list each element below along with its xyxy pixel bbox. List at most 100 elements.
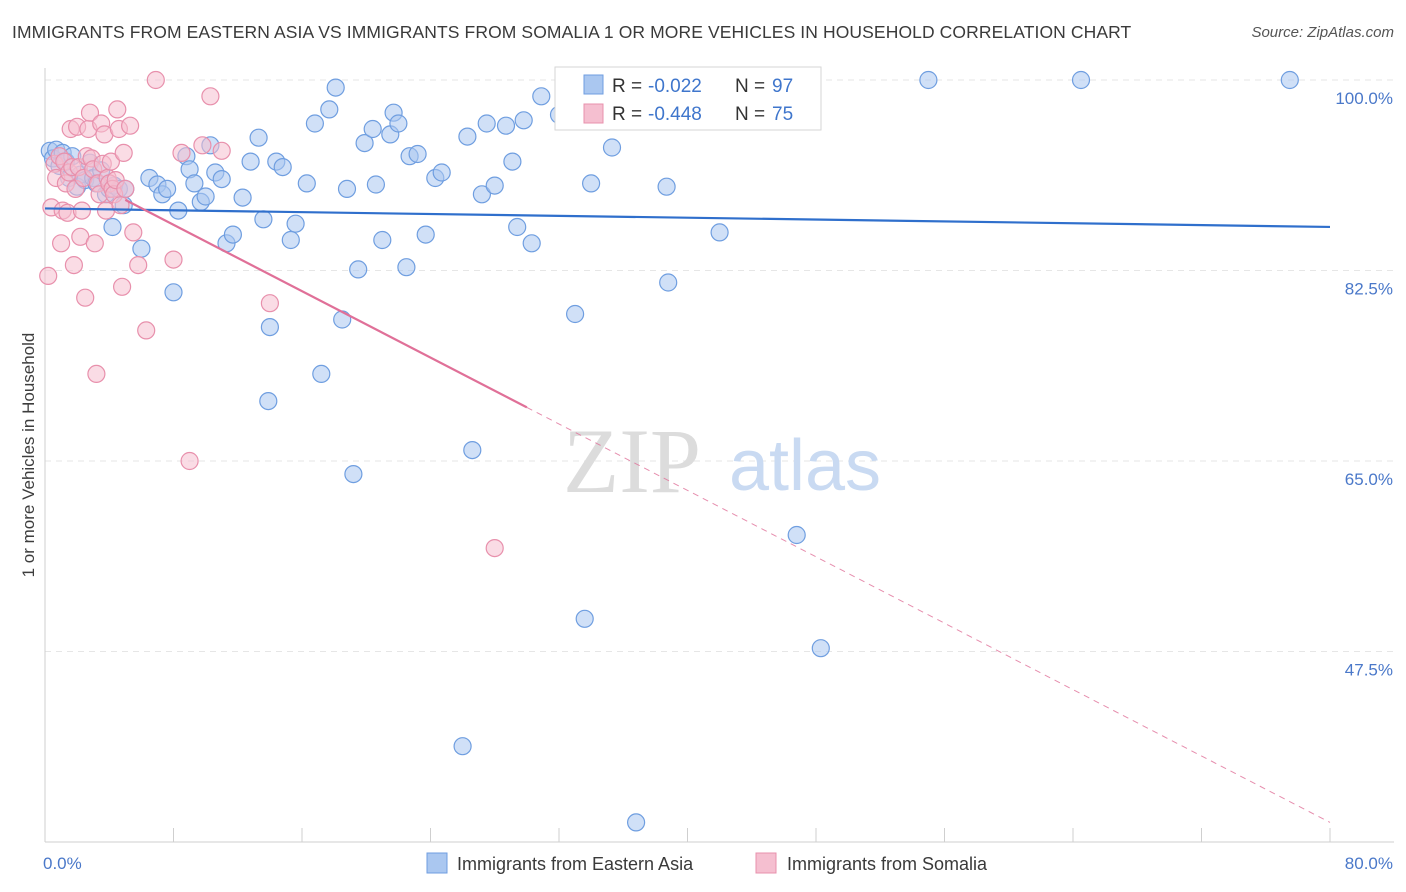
legend-top-swatch-somalia [583,103,604,124]
point-somalia-58 [485,538,504,558]
point-somalia-46 [121,116,140,135]
legend-n-label-0: N = [735,76,765,97]
point-somalia-47 [124,223,143,242]
point-somalia-53 [180,451,199,471]
point-somalia-55 [201,87,220,106]
axes [44,68,1394,843]
legend-top-swatch-eastern-asia [583,74,604,95]
point-eastern-asia-88 [602,138,622,157]
point-eastern-asia-43 [260,318,279,337]
point-eastern-asia-55 [337,179,357,198]
point-eastern-asia-39 [233,188,252,207]
y-tick-label-1: 82.5% [1345,280,1393,299]
legend-r-value-0: -0.022 [648,76,702,97]
point-eastern-asia-49 [297,174,316,193]
chart-title: IMMIGRANTS FROM EASTERN ASIA VS IMMIGRAN… [12,22,1132,42]
y-axis-label: 1 or more Vehicles in Household [19,333,38,578]
point-eastern-asia-47 [281,230,300,250]
x-tick-labels: 0.0% 80.0% [43,854,1393,873]
point-eastern-asia-67 [408,144,427,164]
point-somalia-0 [39,266,58,285]
point-somalia-18 [72,201,92,220]
point-somalia-26 [85,234,104,253]
legend-n-label-1: N = [735,104,765,125]
point-eastern-asia-53 [326,78,345,97]
point-somalia-36 [101,152,121,171]
point-eastern-asia-72 [458,127,477,146]
legend-r-label-0: R = [612,76,642,97]
series-somalia-points [39,70,504,558]
point-eastern-asia-64 [389,114,408,133]
point-eastern-asia-85 [575,609,594,628]
point-eastern-asia-38 [223,225,242,244]
point-eastern-asia-82 [532,87,551,106]
point-eastern-asia-20 [103,217,122,237]
point-eastern-asia-80 [514,111,533,130]
point-eastern-asia-92 [657,177,676,196]
point-eastern-asia-44 [259,392,278,411]
point-eastern-asia-33 [196,187,215,206]
point-somalia-45 [116,179,135,198]
point-somalia-5 [51,234,71,253]
point-somalia-56 [212,141,231,160]
point-eastern-asia-84 [565,304,585,324]
point-eastern-asia-54 [333,310,352,329]
point-eastern-asia-95 [811,639,830,658]
y-tick-label-0: 100.0% [1335,89,1393,108]
point-eastern-asia-81 [522,234,541,253]
point-somalia-49 [137,321,156,340]
legend-n-value-1: 75 [772,104,793,125]
point-somalia-13 [64,256,84,275]
point-eastern-asia-77 [496,116,516,135]
legend-n-value-0: 97 [772,76,793,97]
point-eastern-asia-56 [344,465,363,484]
point-somalia-40 [108,100,127,119]
legend-bottom-label-somalia: Immigrants from Somalia [787,854,988,874]
legend-r-label-1: R = [612,104,642,125]
point-eastern-asia-48 [286,214,305,233]
point-somalia-51 [164,250,183,269]
point-somalia-57 [260,294,279,313]
point-somalia-20 [76,288,95,307]
point-eastern-asia-59 [363,119,382,139]
point-eastern-asia-93 [710,223,729,242]
point-eastern-asia-22 [132,239,151,258]
point-eastern-asia-75 [477,114,496,133]
point-somalia-43 [112,277,132,296]
point-eastern-asia-78 [503,152,522,171]
point-eastern-asia-71 [453,737,472,756]
point-somalia-54 [193,136,212,155]
x-tick-label-min: 0.0% [43,854,82,873]
trend-line-somalia [124,198,528,409]
legend-bottom-label-eastern-asia: Immigrants from Eastern Asia [457,854,694,874]
point-eastern-asia-86 [581,174,601,193]
point-somalia-44 [114,143,133,162]
point-eastern-asia-60 [366,175,385,194]
point-eastern-asia-27 [164,283,183,302]
point-eastern-asia-70 [432,163,451,182]
point-eastern-asia-97 [1071,70,1091,90]
x-tick-label-max: 80.0% [1345,854,1393,873]
point-eastern-asia-79 [508,217,527,237]
point-eastern-asia-46 [273,158,292,177]
point-eastern-asia-57 [349,260,368,279]
point-eastern-asia-40 [241,152,260,171]
point-somalia-52 [172,143,191,162]
point-eastern-asia-42 [254,210,273,229]
point-eastern-asia-91 [659,273,678,292]
point-eastern-asia-68 [416,225,435,244]
legend-top: R = -0.022 N = 97 R = -0.448 N = 75 [554,66,822,131]
point-eastern-asia-98 [1280,70,1299,90]
legend-bottom: Immigrants from Eastern Asia Immigrants … [426,852,988,874]
y-tick-label-3: 47.5% [1345,661,1393,680]
point-eastern-asia-58 [355,134,374,153]
point-somalia-27 [87,364,106,383]
point-somalia-23 [80,103,100,122]
legend-r-value-1: -0.448 [648,104,702,125]
trend-line-dashed-somalia [526,406,1331,823]
point-eastern-asia-96 [919,70,938,90]
point-eastern-asia-41 [249,128,268,147]
watermark-atlas: atlas [729,426,881,506]
y-tick-label-2: 65.0% [1345,470,1393,489]
